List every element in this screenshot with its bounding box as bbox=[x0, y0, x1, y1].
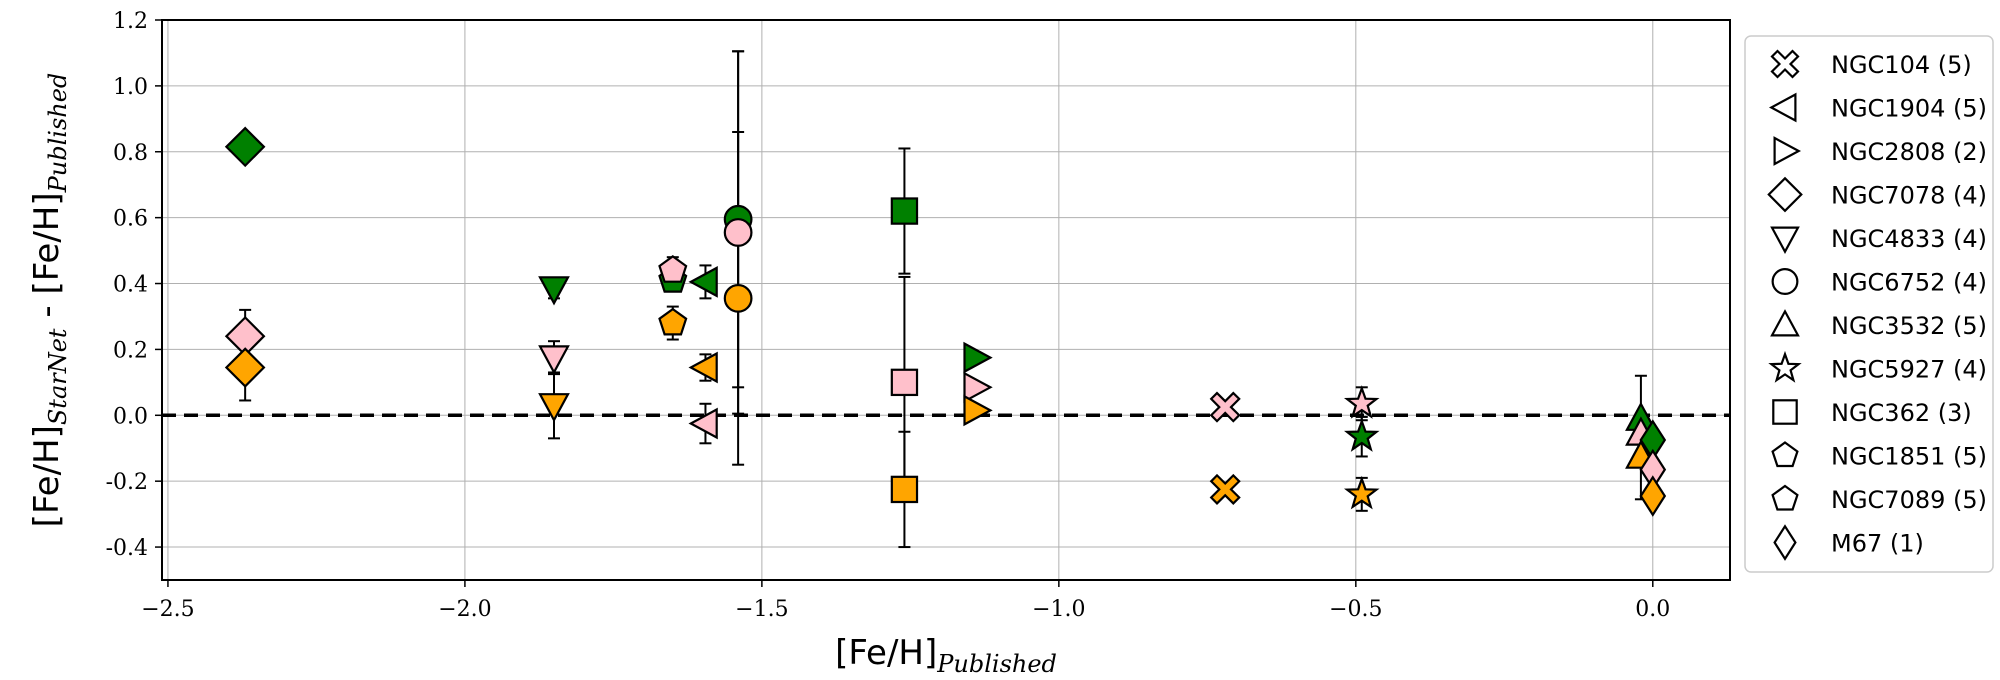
data-point-ngc1904 bbox=[688, 351, 718, 384]
legend-marker bbox=[1771, 441, 1799, 468]
y-tick-label: 0.0 bbox=[113, 404, 148, 429]
data-point-ngc2808 bbox=[963, 394, 993, 427]
data-point-ngc1904 bbox=[688, 407, 718, 440]
data-point-ngc4833 bbox=[538, 345, 570, 375]
legend-marker bbox=[1770, 226, 1800, 255]
y-axis-title-sep: - bbox=[27, 295, 67, 329]
data-point-ngc6752 bbox=[723, 218, 753, 247]
y-tick-label: 0.8 bbox=[113, 141, 148, 166]
legend-label: M67 (1) bbox=[1831, 530, 1924, 558]
legend-marker bbox=[1770, 309, 1800, 337]
axis-ticks: −2.5 −2.0 −1.5 −1.0 −0.5 0.0 -0.4 -0.2 0.0 0.2 0.4… bbox=[106, 9, 1671, 622]
legend-label: NGC1904 (5) bbox=[1831, 95, 1987, 123]
x-tick-label: 0.0 bbox=[1635, 597, 1670, 622]
y-axis-title-sub-1: StarNet bbox=[44, 328, 72, 425]
x-axis-title-sub: Published bbox=[936, 650, 1057, 678]
x-axis-title-main: [Fe/H] bbox=[835, 633, 937, 673]
y-axis-title-main-2: [Fe/H] bbox=[27, 192, 67, 294]
legend-label: NGC5927 (4) bbox=[1831, 356, 1987, 384]
data-point-ngc7078 bbox=[224, 126, 266, 168]
error-bars bbox=[239, 50, 1647, 549]
x-tick-label: −2.5 bbox=[141, 597, 194, 622]
data-point-ngc362 bbox=[890, 475, 919, 504]
data-point-ngc2808 bbox=[963, 341, 993, 374]
legend-marker bbox=[1772, 399, 1798, 425]
x-tick-label: −1.0 bbox=[1032, 597, 1085, 622]
legend: NGC104 (5) NGC1904 (5) NGC2808 (2) NGC7078 … bbox=[1744, 35, 1994, 573]
y-tick-label: 0.4 bbox=[113, 273, 148, 298]
y-tick-label: -0.2 bbox=[106, 470, 148, 495]
legend-label: NGC6752 (4) bbox=[1831, 269, 1987, 297]
legend-box bbox=[1744, 35, 1994, 573]
legend-marker bbox=[1770, 49, 1800, 79]
data-point-ngc1904 bbox=[688, 266, 718, 298]
data-point-ngc5927 bbox=[1344, 418, 1380, 452]
data-point-ngc5927 bbox=[1343, 385, 1380, 419]
y-tick-label: 0.6 bbox=[113, 207, 148, 232]
legend-label: NGC7089 (5) bbox=[1831, 486, 1987, 514]
data-point-ngc7089 bbox=[658, 255, 688, 283]
data-point-ngc104 bbox=[1209, 473, 1241, 505]
y-tick-label: -0.4 bbox=[106, 536, 148, 561]
legend-marker bbox=[1767, 176, 1803, 213]
data-markers bbox=[224, 126, 1667, 517]
data-point-ngc7089 bbox=[658, 307, 688, 336]
y-axis-title-sub-2: Published bbox=[44, 73, 72, 194]
legend-label: NGC3532 (5) bbox=[1831, 312, 1987, 340]
data-point-ngc4833 bbox=[538, 276, 570, 306]
data-point-ngc362 bbox=[890, 368, 919, 397]
legend-marker bbox=[1773, 524, 1797, 561]
x-tick-label: −0.5 bbox=[1329, 597, 1382, 622]
legend-marker bbox=[1768, 92, 1797, 123]
legend-label: NGC104 (5) bbox=[1831, 51, 1972, 79]
data-point-ngc6752 bbox=[723, 283, 753, 313]
legend-marker bbox=[1771, 484, 1799, 511]
y-tick-label: 1.2 bbox=[113, 9, 148, 34]
data-point-ngc362 bbox=[890, 197, 919, 225]
data-point-ngc5927 bbox=[1343, 475, 1380, 510]
data-point-ngc4833 bbox=[538, 393, 570, 423]
legend-label: NGC7078 (4) bbox=[1831, 182, 1987, 210]
data-point-ngc2808 bbox=[963, 371, 993, 404]
y-tick-label: 1.0 bbox=[113, 75, 148, 100]
data-point-ngc104 bbox=[1209, 391, 1241, 423]
y-tick-label: 0.2 bbox=[113, 338, 148, 363]
legend-label: NGC362 (3) bbox=[1831, 399, 1972, 427]
y-axis-title: [Fe/H]StarNet - [Fe/H]Published bbox=[27, 73, 72, 528]
data-point-ngc7078 bbox=[224, 347, 266, 388]
data-point-m67 bbox=[1639, 475, 1667, 517]
legend-label: NGC4833 (4) bbox=[1831, 225, 1987, 253]
legend-marker bbox=[1768, 350, 1802, 383]
plot-frame bbox=[161, 19, 1731, 581]
grid bbox=[162, 19, 1730, 580]
legend-label: NGC2808 (2) bbox=[1831, 138, 1987, 166]
legend-label: NGC1851 (5) bbox=[1831, 443, 1987, 471]
x-axis-title: [Fe/H]Published bbox=[835, 633, 1057, 678]
legend-marker bbox=[1771, 268, 1799, 295]
x-tick-label: −1.5 bbox=[735, 597, 788, 622]
y-axis-title-main-1: [Fe/H] bbox=[27, 425, 67, 527]
legend-marker bbox=[1773, 136, 1802, 166]
x-tick-label: −2.0 bbox=[438, 597, 491, 622]
